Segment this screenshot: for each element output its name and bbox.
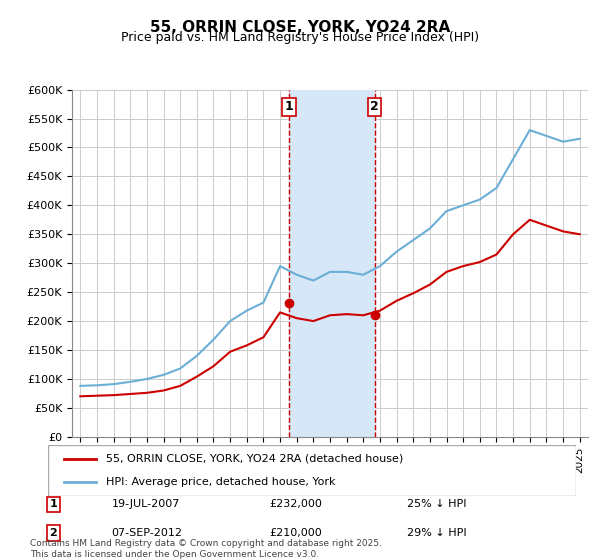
Text: 19-JUL-2007: 19-JUL-2007 [112,500,180,510]
Text: 29% ↓ HPI: 29% ↓ HPI [407,528,467,538]
FancyBboxPatch shape [48,445,576,496]
Bar [289,90,374,437]
Text: Contains HM Land Registry data © Crown copyright and database right 2025.
This d: Contains HM Land Registry data © Crown c… [30,539,382,559]
Text: 55, ORRIN CLOSE, YORK, YO24 2RA: 55, ORRIN CLOSE, YORK, YO24 2RA [150,20,450,35]
Text: HPI: Average price, detached house, York: HPI: Average price, detached house, York [106,477,335,487]
Text: £210,000: £210,000 [270,528,323,538]
Text: 55, ORRIN CLOSE, YORK, YO24 2RA (detached house): 55, ORRIN CLOSE, YORK, YO24 2RA (detache… [106,454,403,464]
Text: 2: 2 [49,528,57,538]
Text: 07-SEP-2012: 07-SEP-2012 [112,528,182,538]
Text: 25% ↓ HPI: 25% ↓ HPI [407,500,467,510]
Text: Price paid vs. HM Land Registry's House Price Index (HPI): Price paid vs. HM Land Registry's House … [121,31,479,44]
Text: 1: 1 [285,100,293,114]
Text: 1: 1 [49,500,57,510]
Text: 2: 2 [370,100,379,114]
Text: £232,000: £232,000 [270,500,323,510]
